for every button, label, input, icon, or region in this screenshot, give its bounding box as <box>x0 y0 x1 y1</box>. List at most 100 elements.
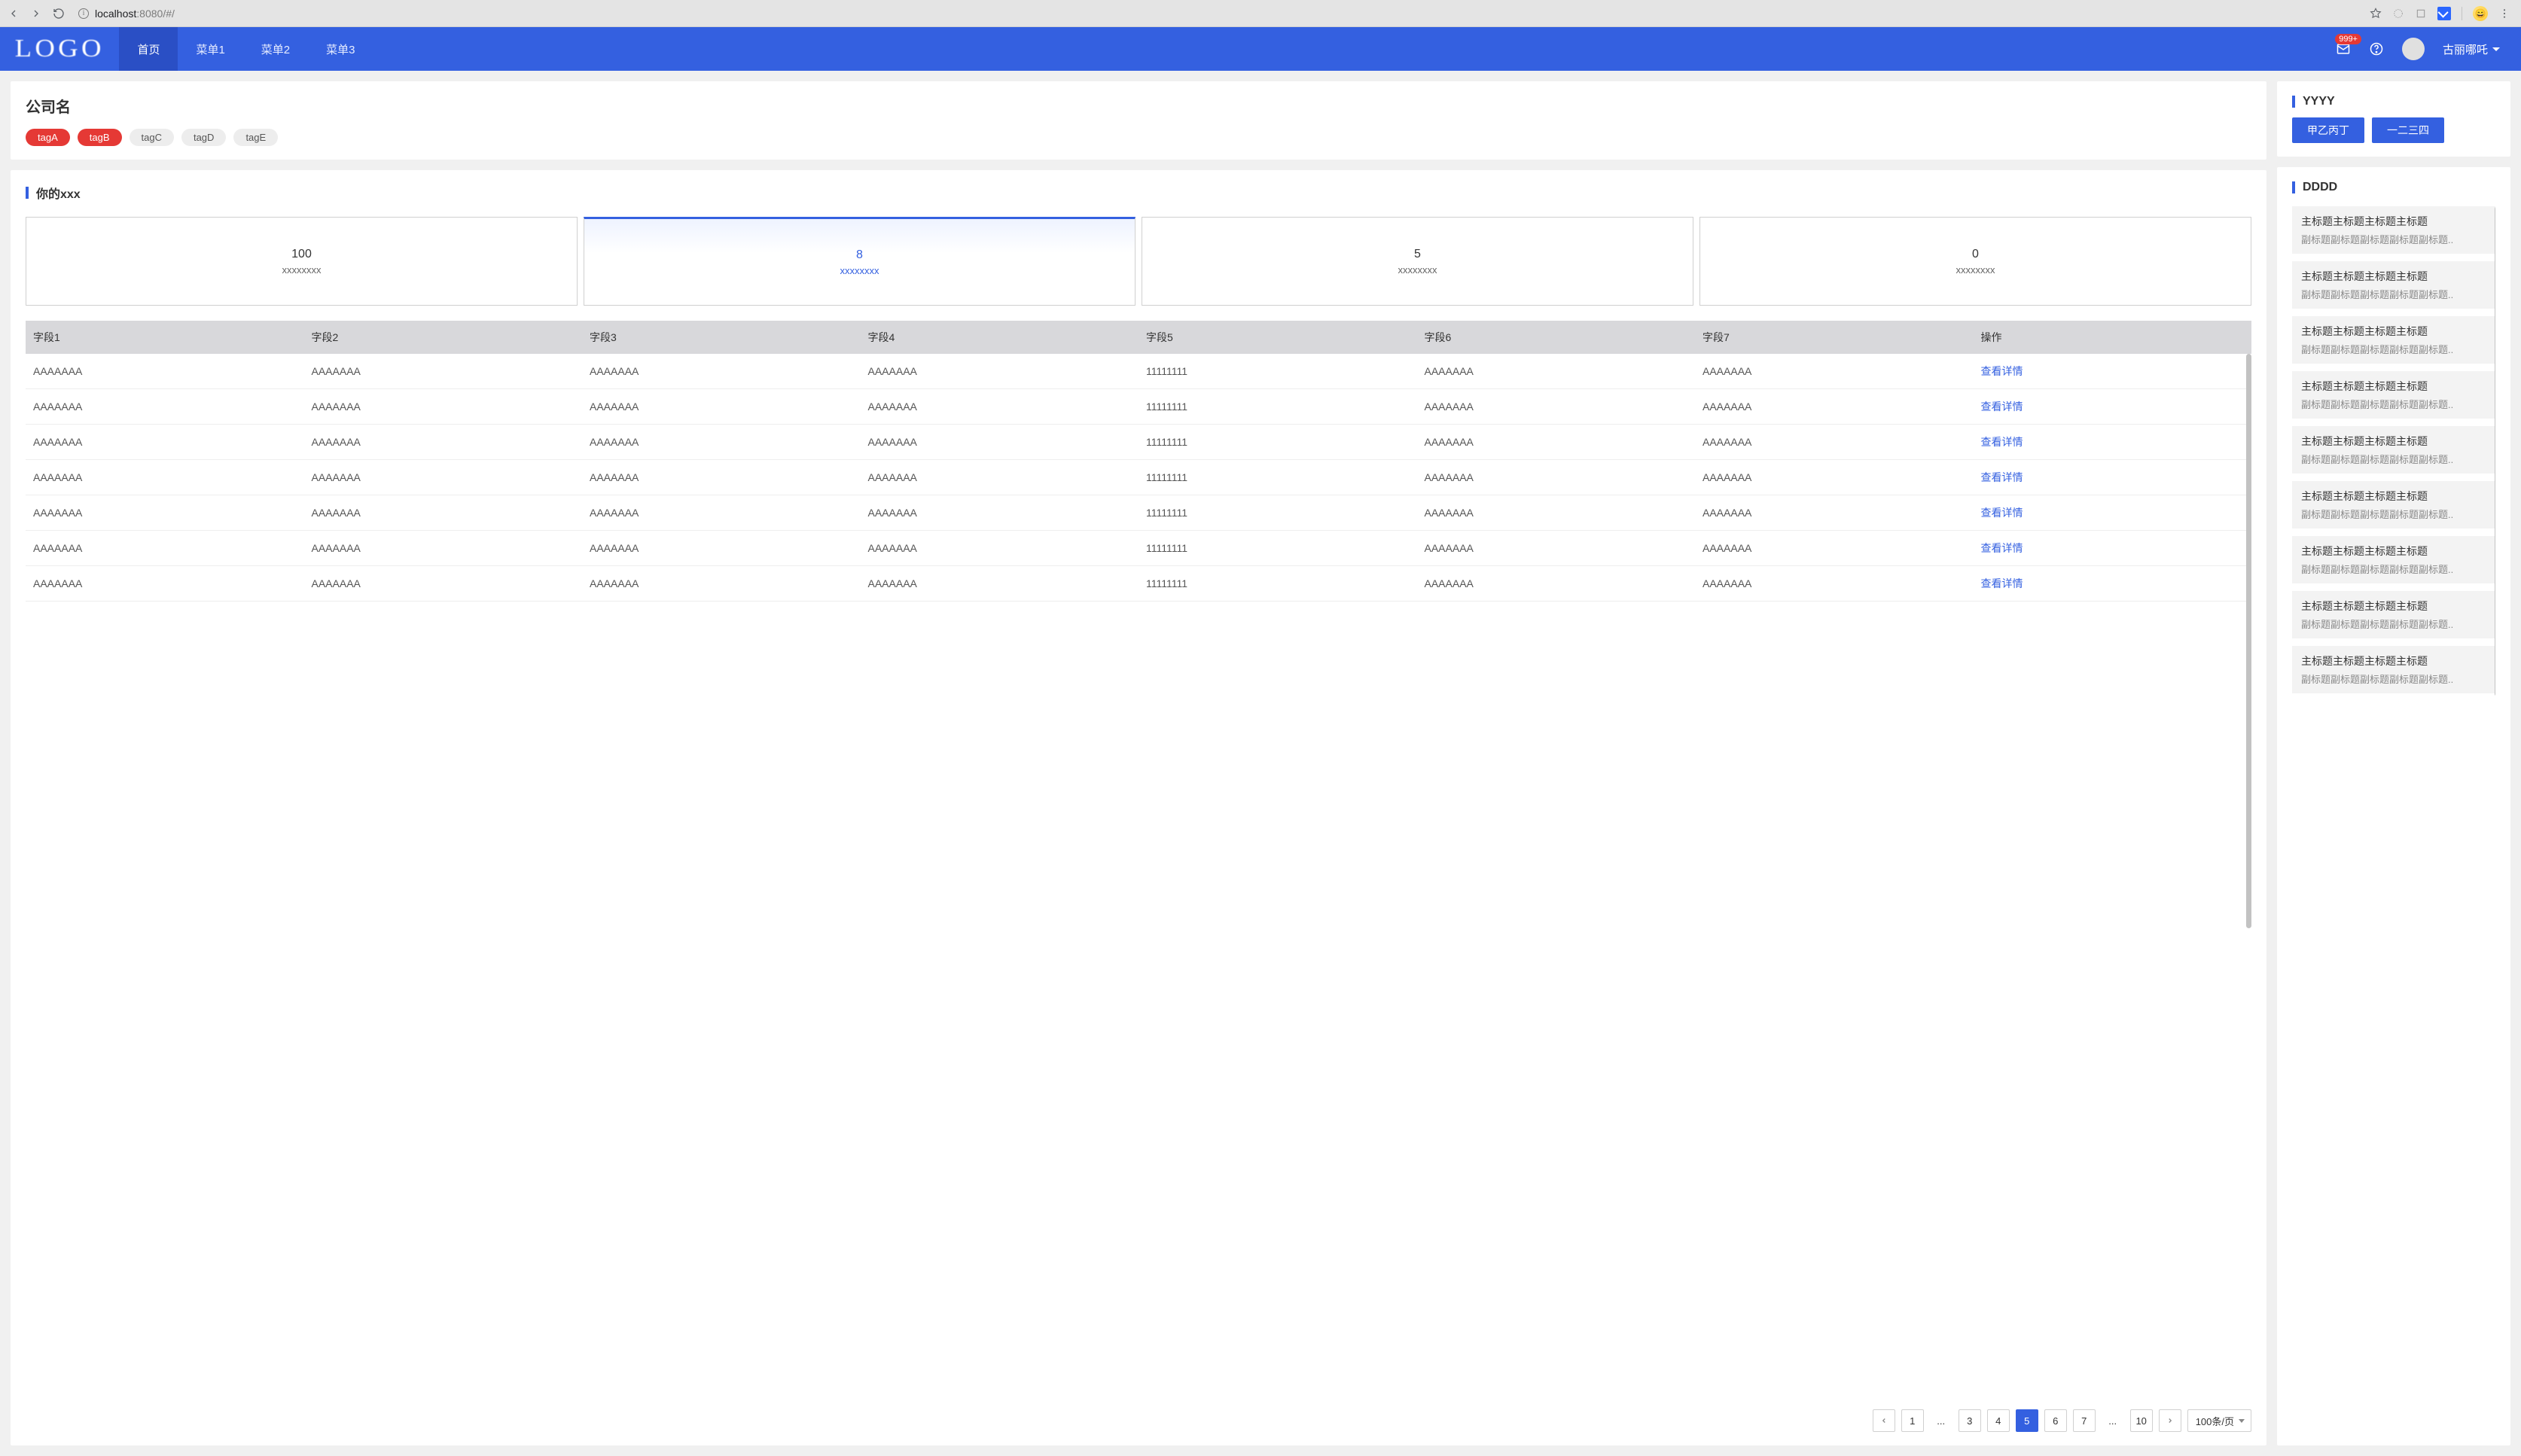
bookmark-star-icon[interactable] <box>2370 8 2382 20</box>
action-cell: 查看详情 <box>1974 389 2252 425</box>
reload-icon[interactable] <box>53 8 65 20</box>
tag-tagE[interactable]: tagE <box>233 129 278 146</box>
table-wrap: 字段1字段2字段3字段4字段5字段6字段7操作 AAAAAAAAAAAAAAAA… <box>26 321 2251 1432</box>
pager-page-6[interactable]: 6 <box>2044 1409 2067 1432</box>
table-cell: AAAAAAA <box>582 425 861 460</box>
table-row: AAAAAAAAAAAAAAAAAAAAAAAAAAAA11111111AAAA… <box>26 460 2251 495</box>
pager-page-7[interactable]: 7 <box>2073 1409 2096 1432</box>
nav-item-1[interactable]: 菜单1 <box>178 27 242 71</box>
table-cell: AAAAAAA <box>1695 389 1974 425</box>
table-body-scroll[interactable]: AAAAAAAAAAAAAAAAAAAAAAAAAAAA11111111AAAA… <box>26 354 2251 1399</box>
stat-box-3[interactable]: 0 xxxxxxxx <box>1699 217 2251 306</box>
pager-ellipsis: ... <box>2102 1409 2124 1432</box>
kebab-menu-icon[interactable] <box>2498 8 2510 20</box>
user-menu[interactable]: 古丽哪吒 <box>2443 41 2500 57</box>
dddd-item[interactable]: 主标题主标题主标题主标题副标题副标题副标题副标题副标题.. <box>2292 206 2495 254</box>
table-cell: AAAAAAA <box>1417 425 1696 460</box>
col-header: 字段7 <box>1695 321 1974 354</box>
table-cell: AAAAAAA <box>1695 460 1974 495</box>
pager-size-select[interactable]: 100条/页 <box>2187 1409 2251 1432</box>
action-cell: 查看详情 <box>1974 425 2252 460</box>
item-title: 主标题主标题主标题主标题 <box>2301 324 2486 339</box>
profile-avatar-icon[interactable]: 😄 <box>2473 6 2488 21</box>
stat-number: 0 <box>1972 248 1979 261</box>
pager-next[interactable] <box>2159 1409 2181 1432</box>
tag-tagD[interactable]: tagD <box>181 129 226 146</box>
mail-button[interactable]: 999+ <box>2336 41 2351 56</box>
table-cell: AAAAAAA <box>861 531 1139 566</box>
view-detail-link[interactable]: 查看详情 <box>1981 542 2023 554</box>
forward-icon[interactable] <box>30 8 42 20</box>
item-title: 主标题主标题主标题主标题 <box>2301 653 2486 669</box>
table-cell: AAAAAAA <box>304 531 583 566</box>
item-title: 主标题主标题主标题主标题 <box>2301 434 2486 449</box>
pager-page-1[interactable]: 1 <box>1901 1409 1924 1432</box>
dddd-item[interactable]: 主标题主标题主标题主标题副标题副标题副标题副标题副标题.. <box>2292 591 2495 638</box>
pager-page-10[interactable]: 10 <box>2130 1409 2153 1432</box>
scrollbar-thumb[interactable] <box>2246 354 2251 928</box>
table-cell: AAAAAAA <box>1417 354 1696 389</box>
tag-tagA[interactable]: tagA <box>26 129 70 146</box>
stat-label: xxxxxxxx <box>1956 264 1995 276</box>
nav-item-0[interactable]: 首页 <box>119 27 178 71</box>
view-detail-link[interactable]: 查看详情 <box>1981 507 2023 519</box>
table-cell: AAAAAAA <box>304 425 583 460</box>
dddd-item[interactable]: 主标题主标题主标题主标题副标题副标题副标题副标题副标题.. <box>2292 536 2495 583</box>
table-cell: AAAAAAA <box>304 460 583 495</box>
table-cell: AAAAAAA <box>304 354 583 389</box>
yyyy-buttons: 甲乙丙丁一二三四 <box>2292 117 2495 143</box>
table-cell: AAAAAAA <box>1417 389 1696 425</box>
logo[interactable]: LOGO <box>0 35 124 63</box>
dddd-item[interactable]: 主标题主标题主标题主标题副标题副标题副标题副标题副标题.. <box>2292 316 2495 364</box>
table-cell: AAAAAAA <box>861 425 1139 460</box>
user-avatar[interactable] <box>2402 38 2425 60</box>
dddd-list[interactable]: 主标题主标题主标题主标题副标题副标题副标题副标题副标题..主标题主标题主标题主标… <box>2292 206 2495 1432</box>
main-data-card: 你的xxx 100xxxxxxxx8xxxxxxxx5xxxxxxxx0xxxx… <box>11 170 2266 1445</box>
table-cell: 11111111 <box>1139 425 1417 460</box>
extension-blue-icon[interactable] <box>2437 7 2451 20</box>
pager-page-4[interactable]: 4 <box>1987 1409 2010 1432</box>
pager-ellipsis: ... <box>1930 1409 1952 1432</box>
extension-square-icon[interactable] <box>2415 8 2427 20</box>
top-nav: 首页菜单1菜单2菜单3 <box>119 27 373 71</box>
stat-box-2[interactable]: 5xxxxxxxx <box>1142 217 1693 306</box>
data-table: 字段1字段2字段3字段4字段5字段6字段7操作 <box>26 321 2251 354</box>
item-subtitle: 副标题副标题副标题副标题副标题.. <box>2301 287 2486 301</box>
stat-box-1[interactable]: 8xxxxxxxx <box>584 217 1136 306</box>
table-cell: AAAAAAA <box>304 389 583 425</box>
back-icon[interactable] <box>8 8 20 20</box>
nav-item-2[interactable]: 菜单2 <box>243 27 308 71</box>
pager-page-5[interactable]: 5 <box>2016 1409 2038 1432</box>
help-icon[interactable] <box>2369 41 2384 56</box>
dddd-item[interactable]: 主标题主标题主标题主标题副标题副标题副标题副标题副标题.. <box>2292 371 2495 419</box>
dddd-item[interactable]: 主标题主标题主标题主标题副标题副标题副标题副标题副标题.. <box>2292 426 2495 474</box>
yyyy-btn-1[interactable]: 一二三四 <box>2372 117 2444 143</box>
item-subtitle: 副标题副标题副标题副标题副标题.. <box>2301 452 2486 466</box>
tag-tagB[interactable]: tagB <box>78 129 122 146</box>
view-detail-link[interactable]: 查看详情 <box>1981 471 2023 483</box>
extension-dashed-icon[interactable] <box>2392 8 2404 20</box>
view-detail-link[interactable]: 查看详情 <box>1981 365 2023 377</box>
address-bar[interactable]: i localhost:8080/#/ <box>74 8 2361 20</box>
view-detail-link[interactable]: 查看详情 <box>1981 401 2023 413</box>
item-title: 主标题主标题主标题主标题 <box>2301 214 2486 229</box>
dddd-item[interactable]: 主标题主标题主标题主标题副标题副标题副标题副标题副标题.. <box>2292 646 2495 693</box>
nav-item-3[interactable]: 菜单3 <box>308 27 373 71</box>
view-detail-link[interactable]: 查看详情 <box>1981 436 2023 448</box>
pager-page-3[interactable]: 3 <box>1959 1409 1981 1432</box>
pager-prev[interactable] <box>1873 1409 1895 1432</box>
dddd-item[interactable]: 主标题主标题主标题主标题副标题副标题副标题副标题副标题.. <box>2292 261 2495 309</box>
table-cell: 11111111 <box>1139 354 1417 389</box>
view-detail-link[interactable]: 查看详情 <box>1981 577 2023 589</box>
item-title: 主标题主标题主标题主标题 <box>2301 269 2486 284</box>
table-scrollbar[interactable] <box>2246 354 2251 1399</box>
stat-box-0[interactable]: 100xxxxxxxx <box>26 217 578 306</box>
yyyy-btn-0[interactable]: 甲乙丙丁 <box>2292 117 2364 143</box>
stat-row: 100xxxxxxxx8xxxxxxxx5xxxxxxxx 0 xxxxxxxx <box>26 217 2251 306</box>
item-title: 主标题主标题主标题主标题 <box>2301 379 2486 394</box>
action-cell: 查看详情 <box>1974 460 2252 495</box>
dddd-item[interactable]: 主标题主标题主标题主标题副标题副标题副标题副标题副标题.. <box>2292 481 2495 528</box>
browser-nav-buttons <box>8 8 65 20</box>
tag-tagC[interactable]: tagC <box>130 129 174 146</box>
site-info-icon[interactable]: i <box>78 8 89 19</box>
